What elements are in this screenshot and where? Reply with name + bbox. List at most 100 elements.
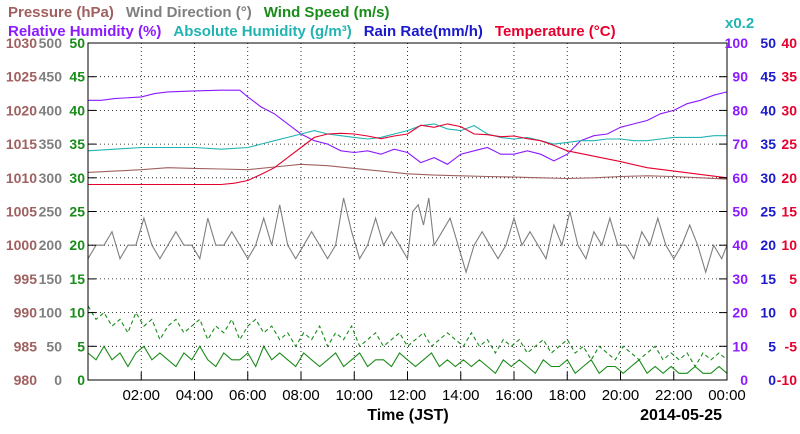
y-tick-pressure-hpa: 1010	[6, 170, 37, 186]
y-tick-temperature-c: 0	[789, 305, 797, 321]
y-tick-wind-speed-m-s: 5	[77, 338, 85, 354]
y-tick-wind-direction: 350	[39, 136, 63, 152]
y-tick-temperature-c: 30	[781, 102, 797, 118]
legend-relative-humidity: Relative Humidity (%)	[8, 23, 161, 40]
y-tick-temperature-c: -10	[777, 372, 797, 388]
y-tick-relative-humidity: 70	[732, 136, 748, 152]
x-tick-label: 12:00	[389, 387, 427, 404]
y-tick-rain-rate-mm-h: 30	[760, 170, 776, 186]
series-pressure-hpa	[87, 163, 728, 180]
series-layer	[87, 89, 728, 375]
y-tick-temperature-c: 35	[781, 69, 797, 85]
y-tick-wind-direction: 50	[46, 338, 62, 354]
y-tick-wind-direction: 100	[39, 305, 63, 321]
series-relative-humidity	[88, 89, 728, 165]
y-tick-temperature-c: 5	[789, 271, 797, 287]
y-tick-rain-rate-mm-h: 25	[760, 204, 776, 220]
y-tick-wind-speed-m-s: 35	[69, 136, 85, 152]
y-tick-rain-rate-mm-h: 50	[760, 35, 776, 51]
y-tick-pressure-hpa: 980	[14, 372, 38, 388]
x-axis-ticks: 02:00 04:00 06:00 08:00 10:00 12:00 14:00 16:00…	[122, 372, 746, 404]
x-tick-label: 02:00	[122, 387, 160, 404]
y-tick-wind-speed-m-s: 20	[69, 237, 85, 253]
y-tick-relative-humidity: 20	[732, 305, 748, 321]
series-temperature-c	[88, 123, 728, 186]
y-tick-wind-speed-m-s: 50	[69, 35, 85, 51]
y-tick-rain-rate-mm-h: 45	[760, 69, 776, 85]
y-tick-relative-humidity: 50	[732, 204, 748, 220]
y-tick-rain-rate-mm-h: 10	[760, 305, 776, 321]
y-tick-relative-humidity: 80	[732, 102, 748, 118]
x-tick-label: 20:00	[602, 387, 640, 404]
y-tick-wind-speed-m-s: 40	[69, 102, 85, 118]
series-wind-direction	[87, 197, 728, 275]
y-tick-temperature-c: 15	[781, 204, 797, 220]
legend: Pressure (hPa) Wind Direction (°) Wind Spe…	[8, 4, 616, 40]
y-tick-wind-direction: 250	[39, 204, 63, 220]
x-axis-label: Time (JST)	[367, 407, 449, 424]
x-tick-label: 22:00	[655, 387, 693, 404]
series-absolute-humidity-g-m	[87, 123, 727, 152]
y-tick-wind-direction: 450	[39, 69, 63, 85]
y-tick-rain-rate-mm-h: 20	[760, 237, 776, 253]
y-tick-temperature-c: 25	[781, 136, 797, 152]
y-tick-wind-speed-m-s: 10	[69, 305, 85, 321]
x-tick-label: 08:00	[282, 387, 320, 404]
x-tick-label: 04:00	[176, 387, 214, 404]
y-tick-wind-direction: 500	[39, 35, 63, 51]
y-tick-temperature-c: -5	[785, 338, 798, 354]
y-tick-pressure-hpa: 1015	[6, 136, 37, 152]
y-tick-rain-rate-mm-h: 15	[760, 271, 776, 287]
y-tick-wind-speed-m-s: 0	[77, 372, 85, 388]
y-tick-relative-humidity: 30	[732, 271, 748, 287]
y-tick-rain-rate-mm-h: 35	[760, 136, 776, 152]
x-tick-label: 14:00	[442, 387, 480, 404]
x-tick-label: 18:00	[548, 387, 586, 404]
axes: 9809859909951000100510101015102010251030…	[6, 35, 797, 388]
y-tick-wind-direction: 0	[54, 372, 62, 388]
series-wind-speed-m-s	[87, 345, 728, 375]
y-tick-wind-direction: 400	[39, 102, 63, 118]
y-tick-pressure-hpa: 995	[14, 271, 38, 287]
legend-wind-speed-m-s: Wind Speed (m/s)	[264, 4, 390, 21]
y-tick-relative-humidity: 0	[740, 372, 748, 388]
y-tick-wind-direction: 150	[39, 271, 63, 287]
y-tick-wind-direction: 300	[39, 170, 63, 186]
y-tick-wind-speed-m-s: 15	[69, 271, 85, 287]
legend-temperature-c: Temperature (°C)	[495, 23, 616, 40]
y-tick-rain-rate-mm-h: 40	[760, 102, 776, 118]
y-tick-temperature-c: 10	[781, 237, 797, 253]
legend-rain-rate-mm-h: Rain Rate(mm/h)	[364, 23, 483, 40]
y-tick-relative-humidity: 60	[732, 170, 748, 186]
scale-note-label: x0.2	[725, 15, 754, 32]
date-label: 2014-05-25	[640, 407, 722, 424]
y-tick-pressure-hpa: 1020	[6, 102, 37, 118]
y-tick-wind-speed-m-s: 30	[69, 170, 85, 186]
y-tick-pressure-hpa: 1025	[6, 69, 37, 85]
x-tick-label: 16:00	[495, 387, 533, 404]
y-tick-temperature-c: 20	[781, 170, 797, 186]
y-tick-wind-speed-m-s: 45	[69, 69, 85, 85]
y-tick-rain-rate-mm-h: 0	[768, 372, 776, 388]
legend-pressure-hpa: Pressure (hPa)	[8, 4, 114, 21]
y-tick-relative-humidity: 100	[725, 35, 749, 51]
y-tick-pressure-hpa: 1000	[6, 237, 37, 253]
y-tick-relative-humidity: 40	[732, 237, 748, 253]
x-tick-label: 10:00	[335, 387, 373, 404]
x-tick-label: 00:00	[708, 387, 746, 404]
legend-absolute-humidity-g-m: Absolute Humidity (g/m³)	[173, 23, 351, 40]
y-tick-pressure-hpa: 985	[14, 338, 38, 354]
y-tick-temperature-c: 40	[781, 35, 797, 51]
series-wind-speed-gust-m-s	[87, 305, 728, 368]
y-tick-wind-speed-m-s: 25	[69, 204, 85, 220]
y-tick-pressure-hpa: 1030	[6, 35, 37, 51]
y-tick-relative-humidity: 90	[732, 69, 748, 85]
y-tick-rain-rate-mm-h: 5	[768, 338, 776, 354]
y-tick-pressure-hpa: 1005	[6, 204, 37, 220]
grid	[88, 43, 727, 380]
y-tick-wind-direction: 200	[39, 237, 63, 253]
y-tick-pressure-hpa: 990	[14, 305, 38, 321]
y-tick-relative-humidity: 10	[732, 338, 748, 354]
legend-wind-direction: Wind Direction (°)	[126, 4, 252, 21]
